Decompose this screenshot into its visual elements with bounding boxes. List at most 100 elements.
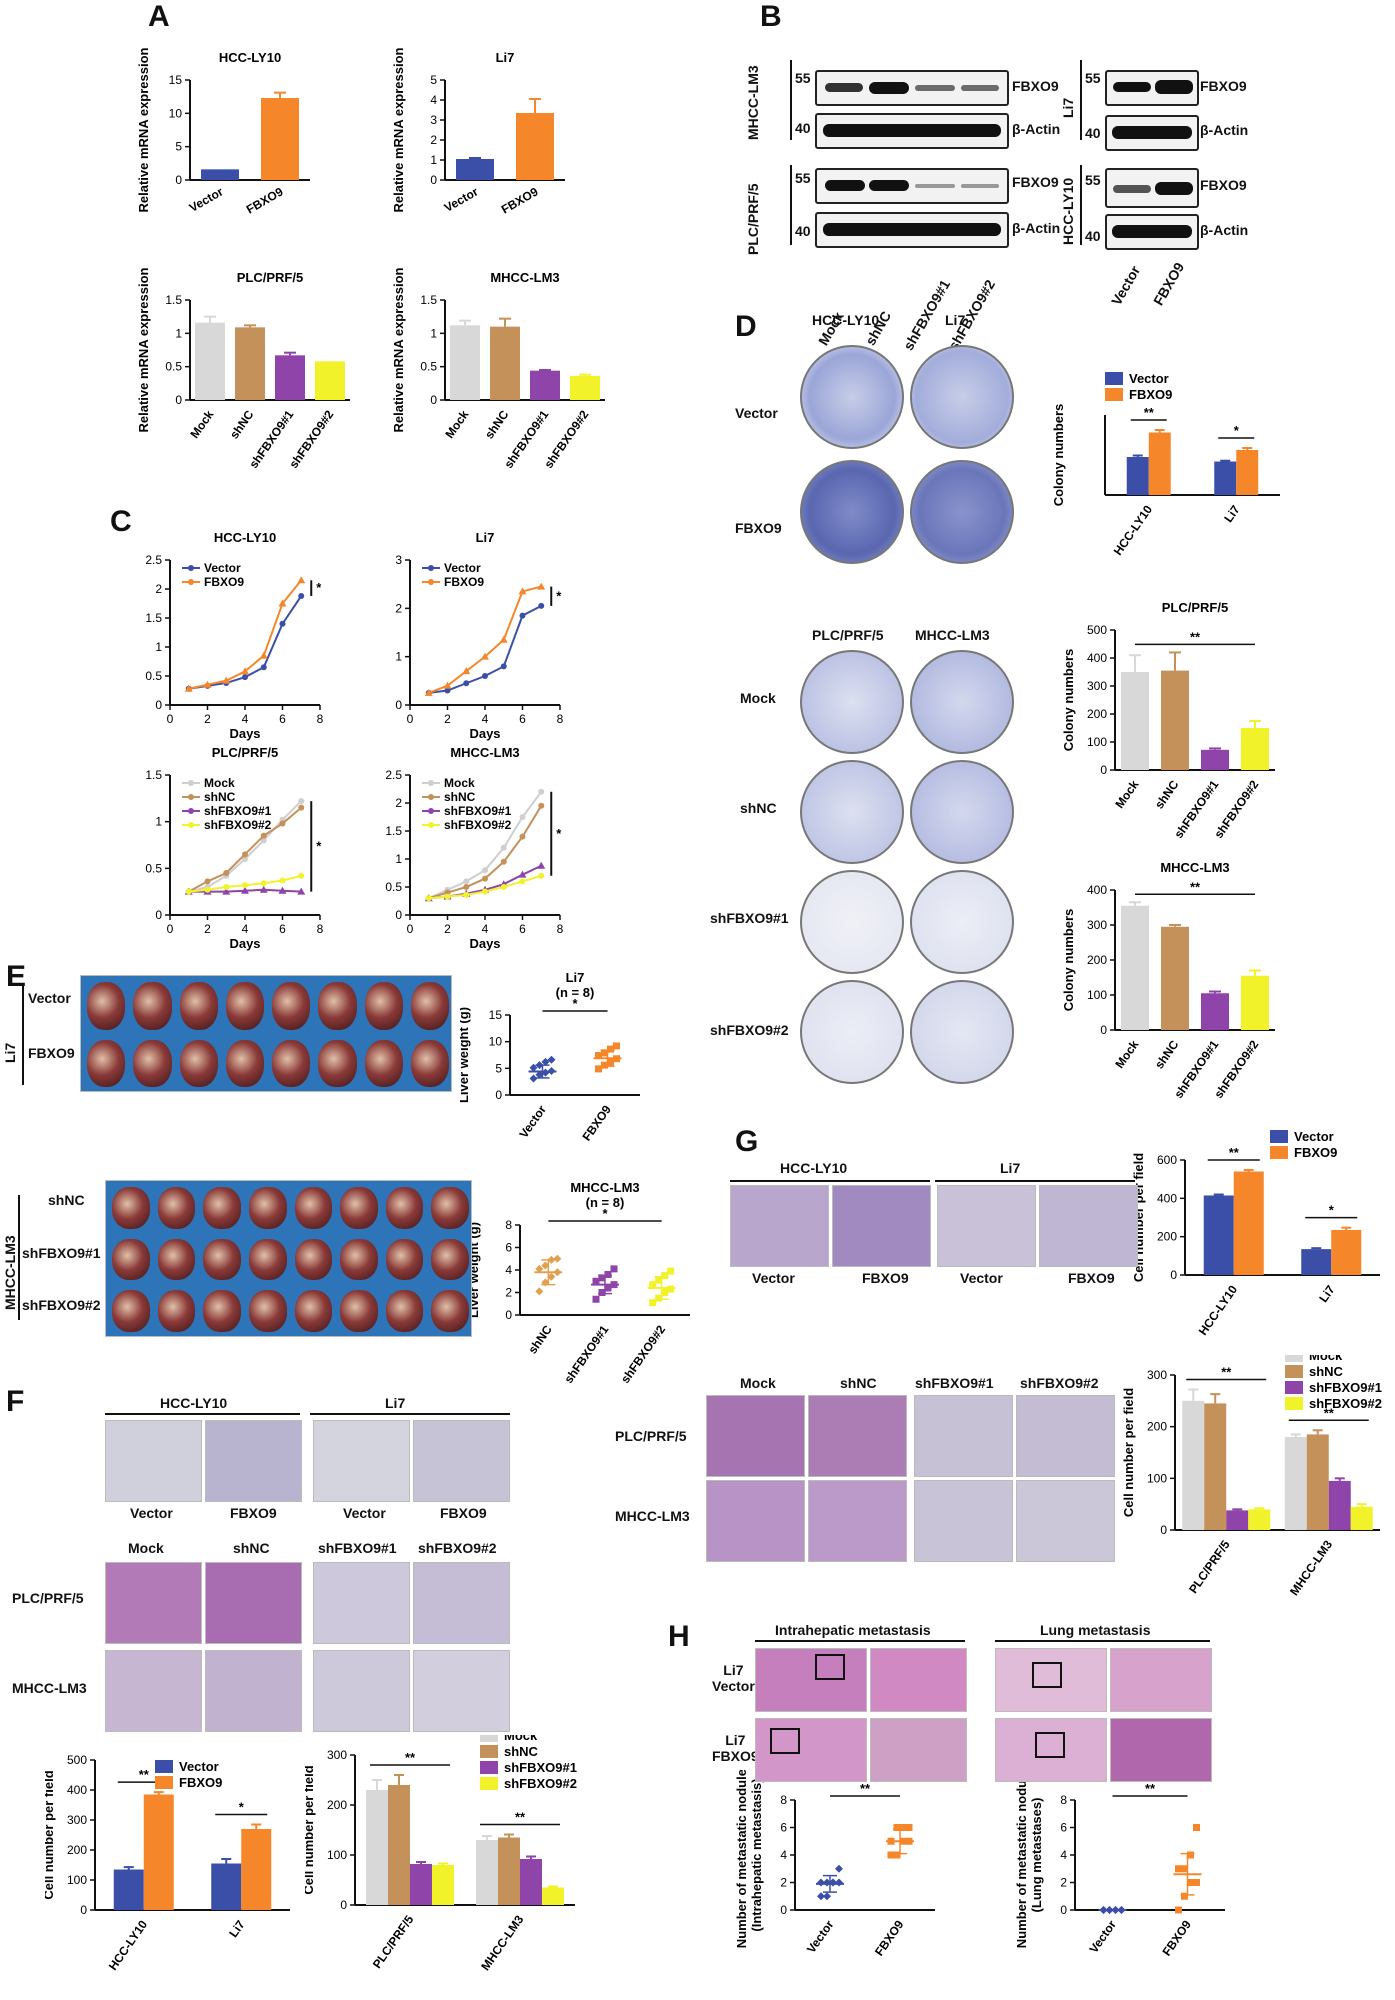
transwell-image [730,1185,829,1267]
panel-label-c: C [110,505,132,538]
legend-label: Mock [444,776,475,790]
bar [201,169,239,180]
x-tick-label: Li7 [1316,1282,1338,1304]
transwell-image [205,1420,302,1502]
data-point [592,1295,600,1303]
group-bar [755,1640,965,1642]
y-tick-label: 0.5 [145,861,162,875]
y-axis-label: Liver weight (g) [470,1222,481,1318]
data-point [535,1070,544,1079]
y-tick-label: 0 [495,1088,502,1102]
significance-label: ** [405,1750,416,1765]
data-point [260,664,267,671]
y-tick-label: 2 [780,1876,787,1890]
data-point [259,885,268,893]
liver-specimen [431,1238,469,1281]
data-point [499,635,508,643]
data-point [538,802,545,809]
blot-hcc-fbxo9 [1105,168,1199,208]
y-tick-label: 2 [395,601,402,615]
y-tick-label: 0 [175,173,182,187]
chart-d-mhcc: 0 100 200 300 400 Colony numbers MHCC-LM3 Mock s… [1061,860,1275,1101]
data-point [278,886,287,894]
chart-d-plc: 0 100 200 300 400 500 Colony numbers PLC/PRF/5 M… [1061,600,1275,841]
data-point [444,893,451,900]
liver-specimen [410,1039,449,1087]
data-point [184,684,193,692]
dish-col-label: Li7 [945,312,966,328]
blot-cellline-li7: Li7 [1060,97,1076,118]
data-point [595,1065,602,1073]
data-point [613,1042,620,1050]
y-tick-label: 4 [430,93,437,107]
series-line [428,605,542,694]
transwell-image [105,1650,202,1732]
y-tick-label: 1 [175,326,182,340]
bar [1182,1400,1205,1530]
legend-label: shNC [1309,1364,1344,1379]
y-tick-label: 0 [780,1903,787,1917]
row-label: shFBXO9#2 [22,1297,101,1313]
legend-swatch [155,1760,173,1773]
chart-title: Li7 [496,50,515,65]
y-axis-label: OD450 [130,612,131,653]
transwell-image [914,1480,1013,1562]
x-axis-label: Days [229,726,260,741]
x-tick-label: Li7 [1221,502,1243,524]
transwell-image [205,1650,302,1732]
y-axis-label: OD450 [130,824,131,865]
y-tick-label: 6 [1060,1821,1067,1835]
lane-label: Vector [1108,262,1144,308]
x-tick-label: MHCC-LM3 [1287,1537,1335,1598]
bar [1203,1195,1234,1275]
transwell-image [413,1562,510,1644]
dish-row-label: shFBXO9#2 [710,1022,789,1038]
y-axis-label: Number of metastatic nodules [1014,1770,1029,1948]
band-label: β-Actin [1012,121,1061,137]
chart-title: MHCC-LM3 [450,745,519,760]
x-tick-label: 2 [444,922,451,936]
data-point [598,1289,606,1296]
y-tick-label: 100 [67,1873,87,1887]
y-tick-label: 0 [340,1898,347,1912]
data-point [278,599,287,607]
significance-label: * [556,826,562,841]
bar [432,1865,454,1905]
bar [1126,457,1149,495]
group-bar [105,1413,300,1415]
legend-swatch [1270,1130,1288,1143]
dish-row-label: shNC [740,800,777,816]
y-tick-label: 400 [1087,651,1107,665]
group-label: HCC-LY10 [160,1395,228,1411]
zoom-box [815,1654,845,1680]
x-tick-label: MHCC-LM3 [478,1912,526,1973]
legend-label: Vector [444,561,481,575]
data-point [242,674,248,681]
chart-title: PLC/PRF/5 [237,270,303,285]
x-axis-label: Days [469,726,500,741]
legend-marker [428,565,434,571]
data-point [260,832,267,839]
chart-c-hcc-ly10: 0 0.5 1 1.5 2 2.5 OD450 HCC-LY10 0 2 4 6 8 Days Vector… [130,530,324,741]
data-point [298,798,305,805]
x-tick-label: Mock [187,407,216,440]
x-tick-label: shNC [1152,1037,1182,1071]
x-tick-label: shNC [525,1322,555,1356]
x-tick-label: HCC-LY10 [1111,502,1156,557]
x-tick-label: 6 [279,922,286,936]
x-tick-label: FBXO9 [244,184,286,216]
x-tick-label: 6 [279,712,286,726]
legend-label: shNC [504,1744,539,1759]
legend-swatch [1285,1381,1303,1394]
data-point [649,1281,657,1289]
y-tick-label: 200 [327,1798,347,1812]
data-point [535,1264,544,1273]
colony-dish [910,980,1014,1084]
bar [1248,1509,1271,1530]
y-tick-label: 5 [430,73,437,87]
bracket [18,1195,20,1320]
histology-image [995,1648,1107,1712]
liver-specimen [87,1039,126,1087]
dish-row-label: FBXO9 [735,520,782,536]
bar [1236,450,1259,495]
